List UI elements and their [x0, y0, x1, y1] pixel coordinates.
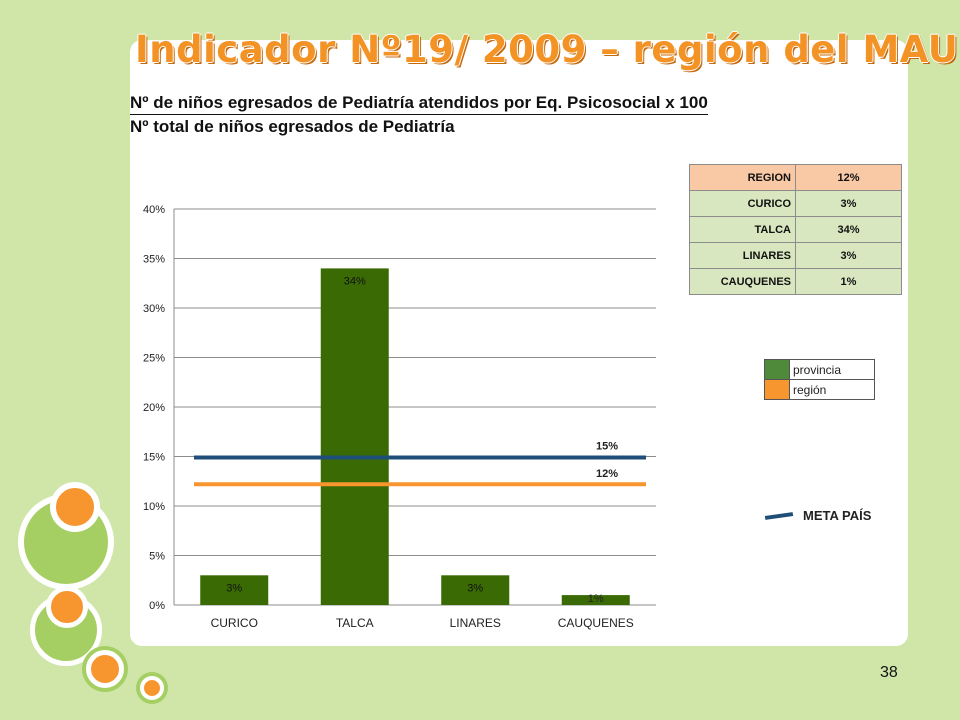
table-cell-value: 1%	[795, 268, 902, 295]
x-tick-label: LINARES	[450, 616, 501, 630]
table-cell-value: 34%	[795, 216, 902, 243]
region-line-label: 12%	[596, 468, 618, 480]
decorative-circle	[86, 650, 124, 688]
summary-table: REGION 12% CURICO 3% TALCA 34% LINARES 3…	[689, 164, 902, 295]
y-tick-label: 35%	[143, 254, 165, 266]
table-row: CAUQUENES 1%	[689, 268, 902, 295]
table-row: CURICO 3%	[689, 190, 902, 217]
table-row: REGION 12%	[689, 164, 902, 191]
y-tick-label: 40%	[143, 204, 165, 216]
x-tick-label: TALCA	[336, 616, 374, 630]
y-tick-label: 0%	[149, 600, 165, 612]
y-tick-label: 15%	[143, 452, 165, 464]
legend: provincia región	[764, 359, 875, 400]
table-cell-value: 12%	[795, 164, 902, 191]
table-cell-label: CAUQUENES	[689, 268, 796, 295]
y-tick-label: 5%	[149, 551, 165, 563]
formula-numerator: Nº de niños egresados de Pediatría atend…	[130, 93, 708, 115]
bar	[441, 575, 510, 605]
decorative-circle	[140, 676, 164, 700]
meta-pais-legend: META PAÍS	[764, 508, 872, 523]
x-tick-label: CURICO	[211, 616, 258, 630]
table-row: TALCA 34%	[689, 216, 902, 243]
table-cell-label: LINARES	[689, 242, 796, 269]
y-tick-label: 30%	[143, 303, 165, 315]
legend-label-region: región	[789, 379, 875, 400]
bar-data-label: 1%	[588, 593, 604, 605]
bar	[320, 268, 389, 605]
legend-swatch-region	[764, 379, 790, 400]
bar-data-label: 3%	[226, 582, 242, 594]
table-cell-value: 3%	[795, 190, 902, 217]
table-cell-value: 3%	[795, 242, 902, 269]
slide-title: Indicador Nº19/ 2009 – región del MAULE	[135, 28, 960, 71]
legend-item-region: región	[764, 379, 875, 400]
formula-denominator: Nº total de niños egresados de Pediatría	[130, 117, 455, 136]
legend-swatch-provincia	[764, 359, 790, 380]
legend-item-provincia: provincia	[764, 359, 875, 380]
x-tick-label: CAUQUENES	[558, 616, 634, 630]
y-tick-label: 25%	[143, 353, 165, 365]
table-cell-label: CURICO	[689, 190, 796, 217]
table-cell-label: REGION	[689, 164, 796, 191]
table-cell-label: TALCA	[689, 216, 796, 243]
bar-data-label: 3%	[467, 582, 483, 594]
table-row: LINARES 3%	[689, 242, 902, 269]
legend-label-provincia: provincia	[789, 359, 875, 380]
decorative-circle	[50, 482, 100, 532]
page-number: 38	[880, 664, 898, 681]
y-tick-label: 20%	[143, 402, 165, 414]
bar-data-label: 34%	[344, 275, 366, 287]
meta-pais-line-sample	[764, 511, 794, 520]
bar	[561, 595, 630, 605]
y-tick-label: 10%	[143, 501, 165, 513]
decorative-circle	[46, 586, 88, 628]
meta-pais-line-label: 15%	[596, 441, 618, 453]
content-panel	[130, 40, 908, 646]
meta-pais-label: META PAÍS	[803, 508, 872, 523]
bar	[200, 575, 269, 605]
bar-chart: 0% 5% 10% 15% 20% 25% 30% 35% 40% 3% CURICO 34% TALC…	[143, 204, 656, 630]
